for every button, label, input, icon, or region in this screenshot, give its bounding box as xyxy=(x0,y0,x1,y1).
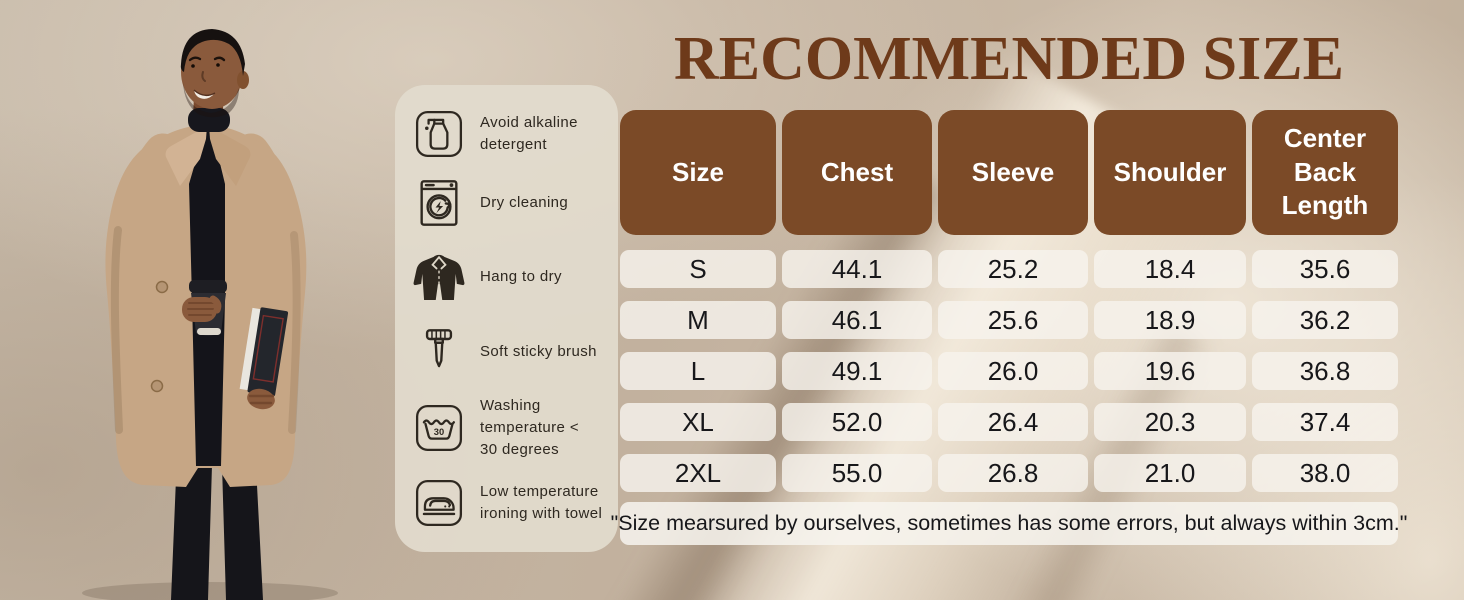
measurement-cell: 55.0 xyxy=(782,454,932,492)
size-cell: M xyxy=(620,301,776,339)
measurement-cell: 36.8 xyxy=(1252,352,1398,390)
column-header-size: Size xyxy=(620,110,776,235)
iron-icon xyxy=(411,478,467,528)
measurement-cell: 26.4 xyxy=(938,403,1088,441)
care-item: Hang to dry xyxy=(411,246,606,308)
size-cell: XL xyxy=(620,403,776,441)
care-item-label: Avoid alkaline detergent xyxy=(480,114,578,153)
measurement-cell: 44.1 xyxy=(782,250,932,288)
care-item-label: Soft sticky brush xyxy=(480,342,597,360)
svg-text:30: 30 xyxy=(434,427,444,437)
column-header-center-back-length: Center Back Length xyxy=(1252,110,1398,235)
measurement-cell: 26.8 xyxy=(938,454,1088,492)
care-item: 30 Washing temperature < 30 degrees xyxy=(411,395,606,460)
care-instructions-panel: Avoid alkaline detergent Dry cleaning Hang… xyxy=(395,85,618,552)
size-disclaimer: "Size mearsured by ourselves, sometimes … xyxy=(611,502,1407,545)
measurement-cell: 25.2 xyxy=(938,250,1088,288)
measurement-cell: 38.0 xyxy=(1252,454,1398,492)
measurement-cell: 35.6 xyxy=(1252,250,1398,288)
measurement-cell: 19.6 xyxy=(1094,352,1246,390)
care-item: Avoid alkaline detergent xyxy=(411,109,606,159)
care-item: Soft sticky brush xyxy=(411,326,606,378)
measurement-cell: 18.4 xyxy=(1094,250,1246,288)
care-item-label: Dry cleaning xyxy=(480,193,569,211)
measurement-cell: 52.0 xyxy=(782,403,932,441)
care-item: Dry cleaning xyxy=(411,177,606,229)
column-header-sleeve: Sleeve xyxy=(938,110,1088,235)
table-row-m: M 46.1 25.6 18.9 36.2 xyxy=(620,301,1398,339)
sticky-brush-icon xyxy=(411,326,467,378)
column-header-shoulder: Shoulder xyxy=(1094,110,1246,235)
care-item-label: Hang to dry xyxy=(480,268,562,286)
wash-basin-icon: 30 xyxy=(411,403,467,453)
detergent-bottle-icon xyxy=(411,109,467,159)
measurement-cell: 26.0 xyxy=(938,352,1088,390)
column-header-chest: Chest xyxy=(782,110,932,235)
model-photo xyxy=(82,29,338,600)
size-table-body: S 44.1 25.2 18.4 35.6 M 46.1 25.6 18.9 36.2 L 49.1 2… xyxy=(620,250,1398,492)
measurement-cell: 20.3 xyxy=(1094,403,1246,441)
measurement-cell: 49.1 xyxy=(782,352,932,390)
care-item: Low temperature ironing with towel xyxy=(411,478,606,528)
measurement-cell: 36.2 xyxy=(1252,301,1398,339)
size-table: Size Chest Sleeve Shoulder Center Back Lengt… xyxy=(620,110,1398,492)
measurement-cell: 46.1 xyxy=(782,301,932,339)
table-row-xl: XL 52.0 26.4 20.3 37.4 xyxy=(620,403,1398,441)
size-cell: L xyxy=(620,352,776,390)
size-table-header: Size Chest Sleeve Shoulder Center Back Lengt… xyxy=(620,110,1398,235)
page-title: RECOMMENDED SIZE xyxy=(673,25,1344,93)
measurement-cell: 25.6 xyxy=(938,301,1088,339)
table-row-s: S 44.1 25.2 18.4 35.6 xyxy=(620,250,1398,288)
care-item-label: Low temperature ironing with towel xyxy=(480,483,603,522)
measurement-cell: 18.9 xyxy=(1094,301,1246,339)
care-item-label: Washing temperature < 30 degrees xyxy=(480,397,580,458)
size-cell: S xyxy=(620,250,776,288)
table-row-2xl: 2XL 55.0 26.8 21.0 38.0 xyxy=(620,454,1398,492)
washing-machine-icon xyxy=(411,177,467,229)
size-cell: 2XL xyxy=(620,454,776,492)
jacket-icon xyxy=(411,246,467,308)
measurement-cell: 21.0 xyxy=(1094,454,1246,492)
measurement-cell: 37.4 xyxy=(1252,403,1398,441)
table-row-l: L 49.1 26.0 19.6 36.8 xyxy=(620,352,1398,390)
